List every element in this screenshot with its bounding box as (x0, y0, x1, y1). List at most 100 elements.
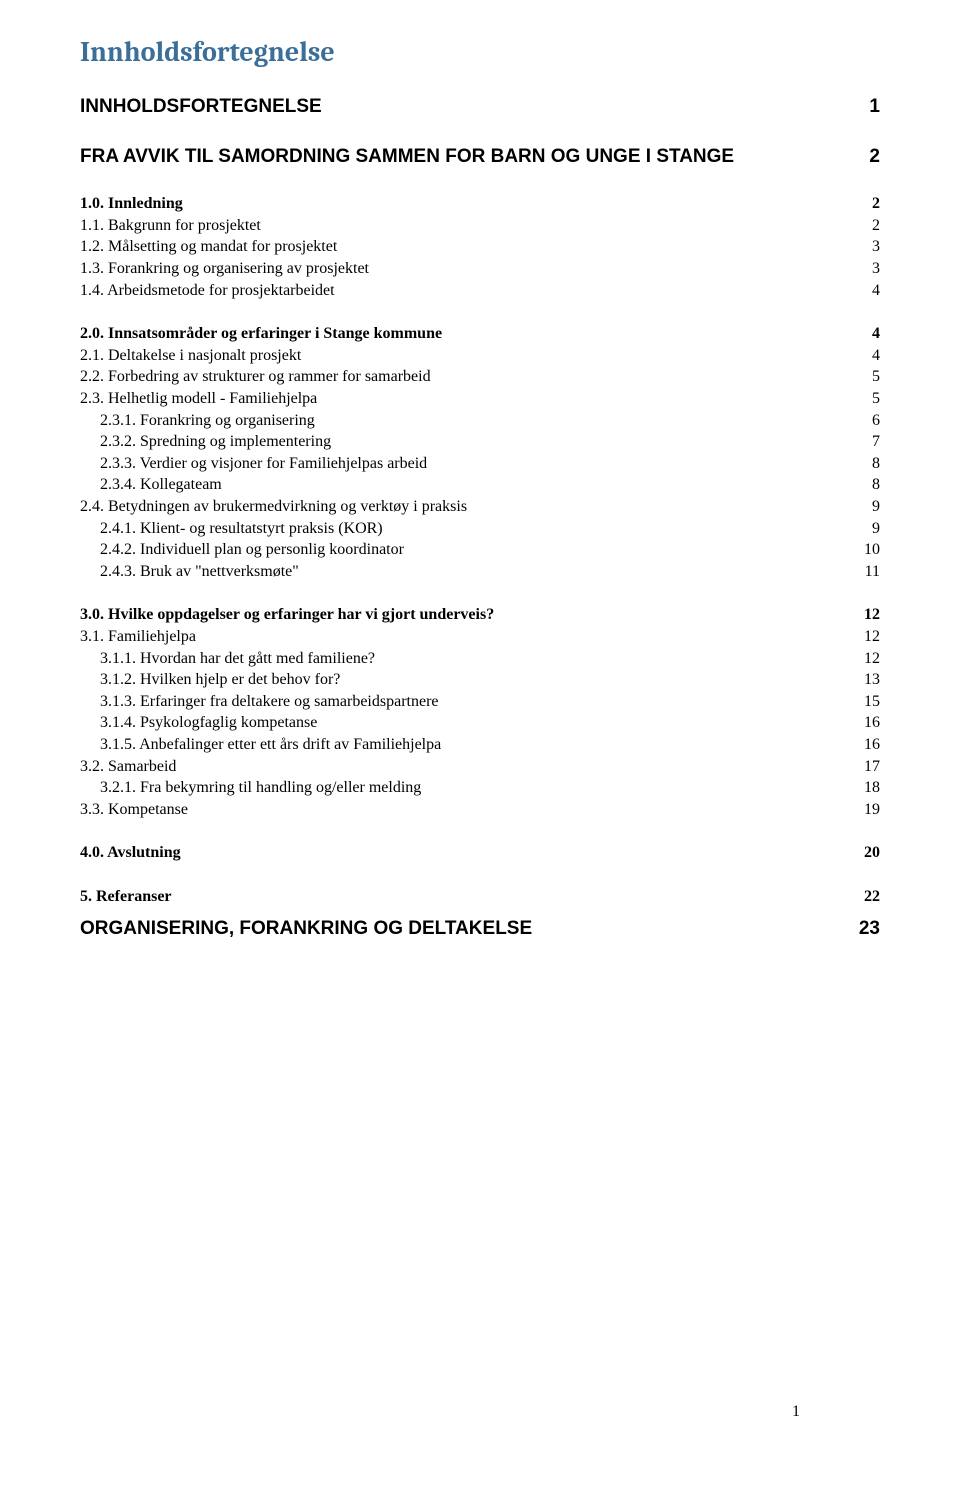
toc-row: 3.1.1. Hvordan har det gått med familien… (80, 648, 880, 670)
toc-page: 6 (856, 410, 880, 432)
toc-row: 2.4.3. Bruk av "nettverksmøte"11 (80, 561, 880, 583)
toc-page: 2 (856, 215, 880, 237)
toc-row: 1.2. Målsetting og mandat for prosjektet… (80, 236, 880, 258)
toc-label: 5. Referanser (80, 886, 856, 908)
toc-page: 16 (856, 734, 880, 756)
toc-label: 2.3.1. Forankring og organisering (100, 410, 856, 432)
toc-page: 13 (856, 669, 880, 691)
toc-page: 17 (856, 756, 880, 778)
toc-page: 8 (856, 474, 880, 496)
toc-page: 5 (856, 366, 880, 388)
page-number: 1 (792, 1403, 800, 1421)
toc-page: 11 (856, 561, 880, 583)
toc-page: 23 (856, 916, 880, 942)
section-spacer (80, 820, 880, 842)
toc-row: 3.1.3. Erfaringer fra deltakere og samar… (80, 691, 880, 713)
toc-label: 3.2.1. Fra bekymring til handling og/ell… (100, 777, 856, 799)
toc-label: 2.4.2. Individuell plan og personlig koo… (100, 539, 856, 561)
toc-row: 2.3.4. Kollegateam8 (80, 474, 880, 496)
toc-page: 5 (856, 388, 880, 410)
toc-row: 1.0. Innledning2 (80, 193, 880, 215)
toc-label: 2.2. Forbedring av strukturer og rammer … (80, 366, 856, 388)
toc-page: 16 (856, 712, 880, 734)
toc-label: 1.3. Forankring og organisering av prosj… (80, 258, 856, 280)
toc-label: FRA AVVIK TIL SAMORDNING SAMMEN FOR BARN… (80, 144, 856, 170)
toc-row: INNHOLDSFORTEGNELSE1 (80, 94, 880, 120)
toc-row: 3.2. Samarbeid17 (80, 756, 880, 778)
section-spacer (80, 582, 880, 604)
toc-page: 12 (856, 626, 880, 648)
toc-label: INNHOLDSFORTEGNELSE (80, 94, 856, 120)
toc-label: 3.1.4. Psykologfaglig kompetanse (100, 712, 856, 734)
toc-label: 2.4. Betydningen av brukermedvirkning og… (80, 496, 856, 518)
toc-label: 3.1.2. Hvilken hjelp er det behov for? (100, 669, 856, 691)
toc-row: 2.0. Innsatsområder og erfaringer i Stan… (80, 323, 880, 345)
toc-row: 3.1.2. Hvilken hjelp er det behov for?13 (80, 669, 880, 691)
toc-label: 3.3. Kompetanse (80, 799, 856, 821)
toc-row: 2.4. Betydningen av brukermedvirkning og… (80, 496, 880, 518)
section-spacer (80, 301, 880, 323)
toc-label: 2.3. Helhetlig modell - Familiehjelpa (80, 388, 856, 410)
toc-page: 22 (856, 886, 880, 908)
toc-label: 3.1.5. Anbefalinger etter ett års drift … (100, 734, 856, 756)
toc-row: 2.3. Helhetlig modell - Familiehjelpa5 (80, 388, 880, 410)
toc-page: 3 (856, 236, 880, 258)
toc-page: 7 (856, 431, 880, 453)
toc-page: 12 (856, 648, 880, 670)
toc-page: 4 (856, 323, 880, 345)
toc-row: 2.4.2. Individuell plan og personlig koo… (80, 539, 880, 561)
toc-page: 9 (856, 518, 880, 540)
toc-row: 2.3.3. Verdier og visjoner for Familiehj… (80, 453, 880, 475)
toc-page: 4 (856, 345, 880, 367)
toc-page: 15 (856, 691, 880, 713)
toc-row: 2.4.1. Klient- og resultatstyrt praksis … (80, 518, 880, 540)
toc-label: 4.0. Avslutning (80, 842, 856, 864)
toc-page: 12 (856, 604, 880, 626)
toc-label: 2.3.2. Spredning og implementering (100, 431, 856, 453)
page-title: Innholdsfortegnelse (80, 36, 880, 68)
toc-label: 1.0. Innledning (80, 193, 856, 215)
toc-row: 3.0. Hvilke oppdagelser og erfaringer ha… (80, 604, 880, 626)
toc-row: 3.1. Familiehjelpa12 (80, 626, 880, 648)
toc-page: 1 (856, 94, 880, 120)
toc-label: 2.1. Deltakelse i nasjonalt prosjekt (80, 345, 856, 367)
toc-page: 2 (856, 193, 880, 215)
toc-page: 19 (856, 799, 880, 821)
toc-page: 20 (856, 842, 880, 864)
toc-page: 3 (856, 258, 880, 280)
toc-row: 1.4. Arbeidsmetode for prosjektarbeidet4 (80, 280, 880, 302)
toc-row: 2.3.1. Forankring og organisering6 (80, 410, 880, 432)
toc-page: 8 (856, 453, 880, 475)
toc-label: 1.2. Målsetting og mandat for prosjektet (80, 236, 856, 258)
toc-label: ORGANISERING, FORANKRING OG DELTAKELSE (80, 916, 856, 942)
toc-row: 4.0. Avslutning20 (80, 842, 880, 864)
table-of-contents: INNHOLDSFORTEGNELSE1FRA AVVIK TIL SAMORD… (80, 94, 880, 941)
toc-row: 3.2.1. Fra bekymring til handling og/ell… (80, 777, 880, 799)
toc-label: 1.1. Bakgrunn for prosjektet (80, 215, 856, 237)
toc-label: 2.4.3. Bruk av "nettverksmøte" (100, 561, 856, 583)
toc-page: 9 (856, 496, 880, 518)
toc-row: 2.1. Deltakelse i nasjonalt prosjekt4 (80, 345, 880, 367)
toc-label: 1.4. Arbeidsmetode for prosjektarbeidet (80, 280, 856, 302)
toc-row: 1.1. Bakgrunn for prosjektet2 (80, 215, 880, 237)
toc-row: 3.1.4. Psykologfaglig kompetanse16 (80, 712, 880, 734)
toc-label: 3.0. Hvilke oppdagelser og erfaringer ha… (80, 604, 856, 626)
toc-row: ORGANISERING, FORANKRING OG DELTAKELSE23 (80, 916, 880, 942)
toc-row: 3.3. Kompetanse19 (80, 799, 880, 821)
toc-row: 5. Referanser22 (80, 886, 880, 908)
section-spacer (80, 864, 880, 886)
toc-page: 18 (856, 777, 880, 799)
toc-label: 2.3.4. Kollegateam (100, 474, 856, 496)
toc-page: 4 (856, 280, 880, 302)
toc-row: 3.1.5. Anbefalinger etter ett års drift … (80, 734, 880, 756)
toc-row: 2.2. Forbedring av strukturer og rammer … (80, 366, 880, 388)
toc-label: 2.3.3. Verdier og visjoner for Familiehj… (100, 453, 856, 475)
toc-label: 2.4.1. Klient- og resultatstyrt praksis … (100, 518, 856, 540)
toc-page: 10 (856, 539, 880, 561)
toc-row: 2.3.2. Spredning og implementering7 (80, 431, 880, 453)
toc-page: 2 (856, 144, 880, 170)
toc-label: 3.1.1. Hvordan har det gått med familien… (100, 648, 856, 670)
toc-row: FRA AVVIK TIL SAMORDNING SAMMEN FOR BARN… (80, 144, 880, 170)
toc-label: 3.1. Familiehjelpa (80, 626, 856, 648)
toc-label: 2.0. Innsatsområder og erfaringer i Stan… (80, 323, 856, 345)
